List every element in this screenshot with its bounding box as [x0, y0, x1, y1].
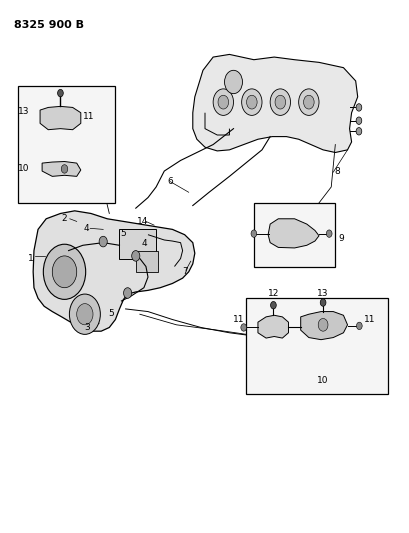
Circle shape: [326, 230, 331, 237]
Circle shape: [240, 324, 246, 331]
Circle shape: [99, 236, 107, 247]
Polygon shape: [40, 107, 81, 130]
Text: 6: 6: [167, 177, 173, 186]
Circle shape: [213, 89, 233, 115]
FancyBboxPatch shape: [253, 203, 335, 266]
Polygon shape: [257, 316, 288, 338]
Circle shape: [57, 90, 63, 97]
Circle shape: [355, 322, 361, 329]
Text: 12: 12: [267, 289, 279, 298]
Circle shape: [61, 165, 67, 173]
Text: 11: 11: [233, 315, 244, 324]
Text: 13: 13: [18, 107, 29, 116]
Text: 2: 2: [61, 214, 67, 223]
Text: 11: 11: [83, 112, 94, 121]
Polygon shape: [192, 54, 357, 152]
Text: 14: 14: [137, 217, 148, 226]
Circle shape: [250, 230, 256, 237]
Text: 5: 5: [120, 229, 126, 238]
Text: 10: 10: [317, 376, 328, 385]
Polygon shape: [300, 312, 347, 340]
Text: 11: 11: [363, 315, 374, 324]
Circle shape: [317, 318, 327, 331]
Circle shape: [303, 95, 313, 109]
Bar: [119, 229, 156, 259]
Circle shape: [274, 95, 285, 109]
Text: 4: 4: [83, 224, 89, 233]
FancyBboxPatch shape: [245, 298, 387, 394]
Circle shape: [131, 251, 139, 261]
Circle shape: [319, 299, 325, 306]
Bar: [135, 251, 158, 272]
Text: 7: 7: [181, 268, 187, 276]
Circle shape: [355, 104, 361, 111]
Circle shape: [241, 89, 261, 115]
Circle shape: [218, 95, 228, 109]
Circle shape: [355, 127, 361, 135]
Circle shape: [355, 117, 361, 124]
Circle shape: [246, 95, 256, 109]
Circle shape: [69, 294, 100, 334]
Text: 8325 900 B: 8325 900 B: [13, 20, 83, 30]
Text: 1: 1: [28, 254, 34, 263]
Text: 9: 9: [337, 235, 343, 244]
Circle shape: [76, 304, 93, 325]
Text: 13: 13: [317, 289, 328, 298]
Text: 4: 4: [141, 239, 146, 248]
Polygon shape: [42, 161, 81, 176]
Circle shape: [270, 89, 290, 115]
Circle shape: [224, 70, 242, 94]
Text: 10: 10: [18, 165, 29, 173]
Circle shape: [298, 89, 318, 115]
Polygon shape: [267, 219, 318, 248]
Polygon shape: [33, 211, 194, 331]
Circle shape: [43, 244, 85, 300]
Text: 3: 3: [84, 323, 90, 332]
Text: 5: 5: [108, 309, 114, 318]
Circle shape: [52, 256, 76, 288]
FancyBboxPatch shape: [18, 86, 115, 203]
Circle shape: [123, 288, 131, 298]
Text: 8: 8: [334, 166, 339, 175]
Circle shape: [270, 302, 276, 309]
